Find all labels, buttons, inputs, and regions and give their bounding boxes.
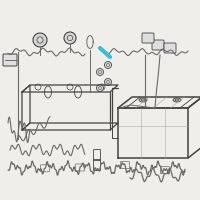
FancyBboxPatch shape [152, 40, 164, 50]
FancyBboxPatch shape [164, 43, 176, 53]
Ellipse shape [173, 98, 181, 102]
Circle shape [33, 33, 47, 47]
Circle shape [104, 62, 112, 68]
FancyBboxPatch shape [3, 54, 17, 66]
Circle shape [96, 68, 104, 75]
Ellipse shape [139, 98, 147, 102]
Circle shape [96, 84, 104, 92]
FancyBboxPatch shape [142, 33, 154, 43]
Circle shape [64, 32, 76, 44]
Circle shape [104, 78, 112, 86]
